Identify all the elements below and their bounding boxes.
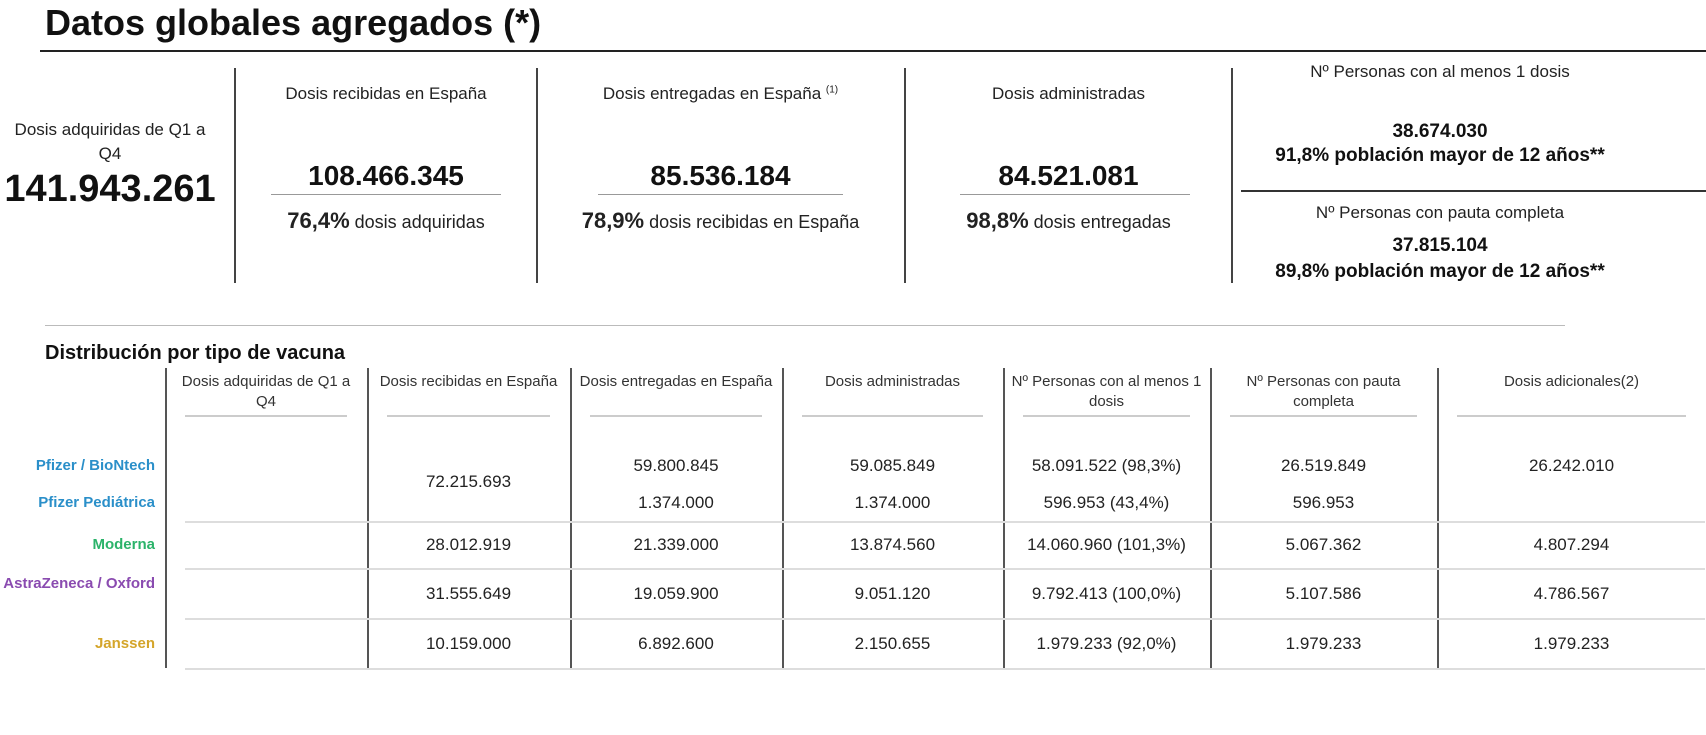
una-dosis-label: Nº Personas con al menos 1 dosis — [1310, 62, 1570, 81]
table-cell: 1.374.000 — [638, 493, 714, 512]
header-underline — [387, 415, 550, 417]
table-cell: 5.067.362 — [1285, 535, 1362, 554]
table-cell: 10.159.000 — [425, 634, 512, 653]
table-cell: 59.085.849 — [849, 456, 936, 475]
divider — [234, 68, 236, 283]
table-cell: 21.339.000 — [633, 535, 719, 554]
completa-label: Nº Personas con pauta completa — [1315, 203, 1565, 222]
section-title: Distribución por tipo de vacuna — [45, 342, 346, 364]
row-divider — [185, 618, 1705, 620]
divider — [1241, 190, 1706, 192]
underline — [271, 194, 501, 195]
pct-value: 78,9% — [581, 208, 645, 233]
table-cell: 59.800.845 — [633, 456, 719, 475]
table-cell: 1.979.233 — [1533, 634, 1610, 653]
table-cell: 4.786.567 — [1533, 584, 1610, 603]
pct-value: 98,8% — [966, 208, 1029, 233]
table-cell: 6.892.600 — [638, 634, 714, 653]
table-cell: 5.107.586 — [1285, 584, 1362, 603]
table-cell: 58.091.522 (98,3%) — [1031, 456, 1182, 475]
table-cell: 72.215.693 — [425, 472, 512, 491]
column-divider — [367, 368, 369, 668]
recibidas-pct: 76,4% dosis adquiridas — [236, 208, 536, 234]
column-divider — [782, 368, 784, 668]
table-cell: 2.150.655 — [854, 634, 931, 653]
column-divider — [1003, 368, 1005, 668]
header-underline — [1230, 415, 1417, 417]
completa-value: 37.815.104 — [1392, 235, 1488, 256]
table-cell: 14.060.960 (101,3%) — [1027, 535, 1186, 554]
row-label: AstraZeneca / Oxford — [3, 575, 155, 592]
underline — [598, 194, 843, 195]
recibidas-label: Dosis recibidas en España — [285, 84, 487, 103]
column-header: Dosis entregadas en España — [579, 373, 773, 390]
table-cell: 9.051.120 — [854, 584, 931, 603]
table-cell: 13.874.560 — [849, 535, 936, 554]
pct-value: 76,4% — [287, 208, 350, 233]
footnote: (1) — [825, 84, 839, 96]
column-divider — [1210, 368, 1212, 668]
una-dosis-value: 38.674.030 — [1392, 121, 1488, 142]
header-underline — [1457, 415, 1686, 417]
table-cell: 26.242.010 — [1528, 456, 1615, 475]
table-cell: 9.792.413 (100,0%) — [1031, 584, 1182, 603]
row-divider — [185, 668, 1705, 670]
administradas-pct: 98,8% dosis entregadas — [906, 208, 1231, 234]
column-header: Dosis recibidas en España — [379, 373, 558, 390]
table-cell: 1.374.000 — [854, 493, 931, 512]
page-title: Datos globales agregados (*) — [45, 2, 542, 43]
header-underline — [1023, 415, 1190, 417]
row-divider — [185, 521, 1705, 523]
entregadas-value: 85.536.184 — [650, 160, 791, 191]
adquiridas-label: Dosis adquiridas de Q1 a Q4 — [14, 120, 206, 163]
table-cell: 1.979.233 — [1285, 634, 1362, 653]
table-cell: 26.519.849 — [1280, 456, 1367, 475]
pct-label: dosis entregadas — [1033, 212, 1171, 232]
table-cell: 4.807.294 — [1533, 535, 1610, 554]
header-underline — [802, 415, 983, 417]
column-divider — [165, 368, 167, 668]
table-cell: 28.012.919 — [425, 535, 512, 554]
header-underline — [590, 415, 762, 417]
column-header: Dosis administradas — [824, 373, 961, 390]
column-header: Dosis adicionales(2) — [1503, 373, 1640, 390]
administradas-label: Dosis administradas — [991, 84, 1146, 103]
table-cell: 31.555.649 — [425, 584, 512, 603]
table-cell: 1.979.233 (92,0%) — [1036, 634, 1177, 653]
una-dosis-pct: 91,8% población mayor de 12 años** — [1275, 145, 1605, 166]
header-underline — [185, 415, 347, 417]
row-divider — [185, 568, 1705, 570]
table-cell: 19.059.900 — [633, 584, 719, 603]
underline — [960, 194, 1190, 195]
entregadas-label: Dosis entregadas en España (1) — [538, 84, 903, 104]
row-label: Pfizer / BioNtech — [35, 457, 155, 474]
label-text: Dosis entregadas en España — [602, 84, 822, 103]
column-divider — [570, 368, 572, 668]
row-label: Moderna — [92, 536, 155, 553]
section-rule — [45, 325, 1565, 326]
adquiridas-value: 141.943.261 — [4, 168, 216, 210]
column-divider — [1437, 368, 1439, 668]
column-header: Dosis adquiridas de Q1 a Q4 — [181, 373, 351, 410]
entregadas-pct: 78,9% dosis recibidas en España — [538, 208, 903, 234]
table-cell: 596.953 (43,4%) — [1043, 493, 1170, 512]
pct-label: dosis adquiridas — [354, 212, 485, 232]
table-cell: 596.953 — [1292, 493, 1355, 512]
column-header: Nº Personas con al menos 1 dosis — [1011, 373, 1202, 410]
completa-pct: 89,8% población mayor de 12 años** — [1275, 261, 1605, 282]
column-header: Nº Personas con pauta completa — [1246, 373, 1401, 410]
divider — [904, 68, 906, 283]
recibidas-value: 108.466.345 — [308, 160, 464, 191]
row-label: Pfizer Pediátrica — [38, 494, 155, 511]
pct-label: dosis recibidas en España — [649, 212, 860, 232]
divider — [1231, 68, 1233, 283]
row-label: Janssen — [94, 635, 155, 652]
title-rule — [40, 50, 1706, 52]
administradas-value: 84.521.081 — [998, 160, 1139, 191]
divider — [536, 68, 538, 283]
